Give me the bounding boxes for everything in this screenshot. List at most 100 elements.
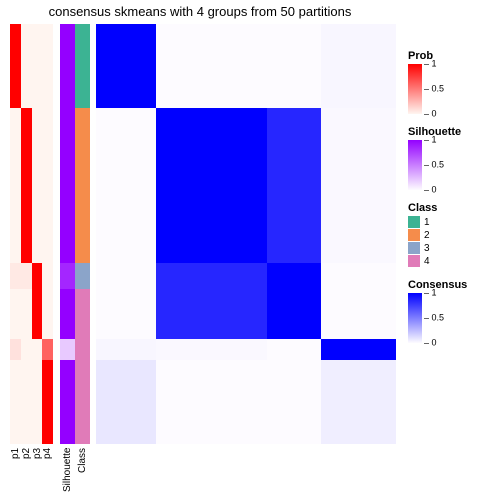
annotation-cell [60, 289, 75, 339]
legend-consensus: Consensus– 1– 0.5– 0 [408, 279, 500, 343]
legend-class-item: 4 [408, 255, 500, 267]
legend-title: Silhouette [408, 126, 500, 138]
annotation-cell [42, 108, 53, 263]
heatmap-cell [267, 339, 321, 360]
axis-label-p4: p4 [42, 448, 53, 500]
annotation-cell [21, 263, 32, 288]
heatmap-cell [321, 263, 396, 339]
legend-gradient [408, 293, 422, 343]
annotation-cell [60, 24, 75, 108]
heatmap-cell [267, 263, 321, 339]
heatmap-cell [267, 360, 321, 444]
axis-label-p3: p3 [32, 448, 43, 500]
heatmap-cell [96, 108, 156, 263]
legend-class-item: 3 [408, 242, 500, 254]
axis-label-Silhouette: Silhouette [60, 448, 75, 500]
annotation-cell [60, 263, 75, 288]
legend-panel: Prob– 1– 0.5– 0Silhouette– 1– 0.5– 0Clas… [408, 50, 500, 355]
annotation-cell [60, 360, 75, 444]
legend-class: Class 1 2 3 4 [408, 202, 500, 267]
legend-swatch [408, 229, 420, 241]
annotation-cell [42, 24, 53, 108]
legend-title: Prob [408, 50, 500, 62]
legend-tick: – 1 [424, 289, 437, 298]
annotation-cell [32, 24, 43, 108]
legend-class-label: 2 [424, 230, 430, 241]
axis-label-gap [53, 448, 59, 500]
annotation-cell [10, 24, 21, 108]
legend-gradient [408, 140, 422, 190]
legend-prob: Prob– 1– 0.5– 0 [408, 50, 500, 114]
legend-swatch [408, 216, 420, 228]
heatmap-cell [96, 263, 156, 339]
annotation-columns [10, 24, 90, 444]
heatmap-cell [156, 339, 267, 360]
annotation-cell [10, 263, 21, 288]
axis-label-p1: p1 [10, 448, 21, 500]
annotation-col-p3 [32, 24, 43, 444]
legend-swatch [408, 242, 420, 254]
heatmap-cell [267, 108, 321, 263]
heatmap-cell [267, 24, 321, 108]
annotation-cell [32, 360, 43, 444]
heatmap-cell [156, 24, 267, 108]
legend-class-label: 3 [424, 243, 430, 254]
annotation-col-Silhouette [60, 24, 75, 444]
legend-tick: – 0.5 [424, 85, 444, 94]
annotation-cell [42, 360, 53, 444]
heatmap-cell [96, 24, 156, 108]
annotation-col-p2 [21, 24, 32, 444]
legend-tick: – 0.5 [424, 161, 444, 170]
chart-title: consensus skmeans with 4 groups from 50 … [0, 4, 400, 19]
annotation-cell [32, 289, 43, 339]
heatmap-cell [321, 360, 396, 444]
legend-silhouette: Silhouette– 1– 0.5– 0 [408, 126, 500, 190]
annotation-cell [75, 108, 90, 263]
annotation-cell [60, 339, 75, 360]
legend-tick: – 0 [424, 339, 437, 348]
annotation-cell [21, 108, 32, 263]
legend-tick: – 0 [424, 110, 437, 119]
annotation-cell [60, 108, 75, 263]
legend-tick: – 0 [424, 186, 437, 195]
axis-label-Class: Class [75, 448, 90, 500]
annotation-cell [21, 339, 32, 360]
legend-class-label: 4 [424, 256, 430, 267]
legend-tick: – 1 [424, 60, 437, 69]
annotation-cell [75, 263, 90, 288]
annotation-col-p4 [42, 24, 53, 444]
annotation-col-p1 [10, 24, 21, 444]
annotation-cell [21, 24, 32, 108]
annotation-cell [32, 263, 43, 288]
legend-swatch [408, 255, 420, 267]
annotation-cell [21, 289, 32, 339]
consensus-heatmap [96, 24, 396, 444]
annotation-cell [42, 339, 53, 360]
heatmap-cell [156, 263, 267, 339]
annotation-cell [42, 263, 53, 288]
annotation-cell [10, 339, 21, 360]
annotation-cell [75, 289, 90, 444]
annotation-cell [10, 360, 21, 444]
legend-tick: – 1 [424, 136, 437, 145]
heatmap-cell [96, 339, 156, 360]
legend-title: Class [408, 202, 500, 214]
heatmap-cell [96, 360, 156, 444]
legend-gradient [408, 64, 422, 114]
heatmap-cell [321, 24, 396, 108]
legend-title: Consensus [408, 279, 500, 291]
column-axis-labels: p1p2p3p4 SilhouetteClass [10, 448, 90, 500]
annotation-col-Class [75, 24, 90, 444]
annotation-cell [10, 108, 21, 263]
annotation-cell [42, 289, 53, 339]
legend-tick: – 0.5 [424, 314, 444, 323]
legend-class-item: 1 [408, 216, 500, 228]
heatmap-cell [156, 360, 267, 444]
annotation-cell [21, 360, 32, 444]
legend-class-item: 2 [408, 229, 500, 241]
heatmap-cell [321, 108, 396, 263]
heatmap-cell [321, 339, 396, 360]
annotation-cell [32, 339, 43, 360]
annotation-cell [32, 108, 43, 263]
axis-label-p2: p2 [21, 448, 32, 500]
